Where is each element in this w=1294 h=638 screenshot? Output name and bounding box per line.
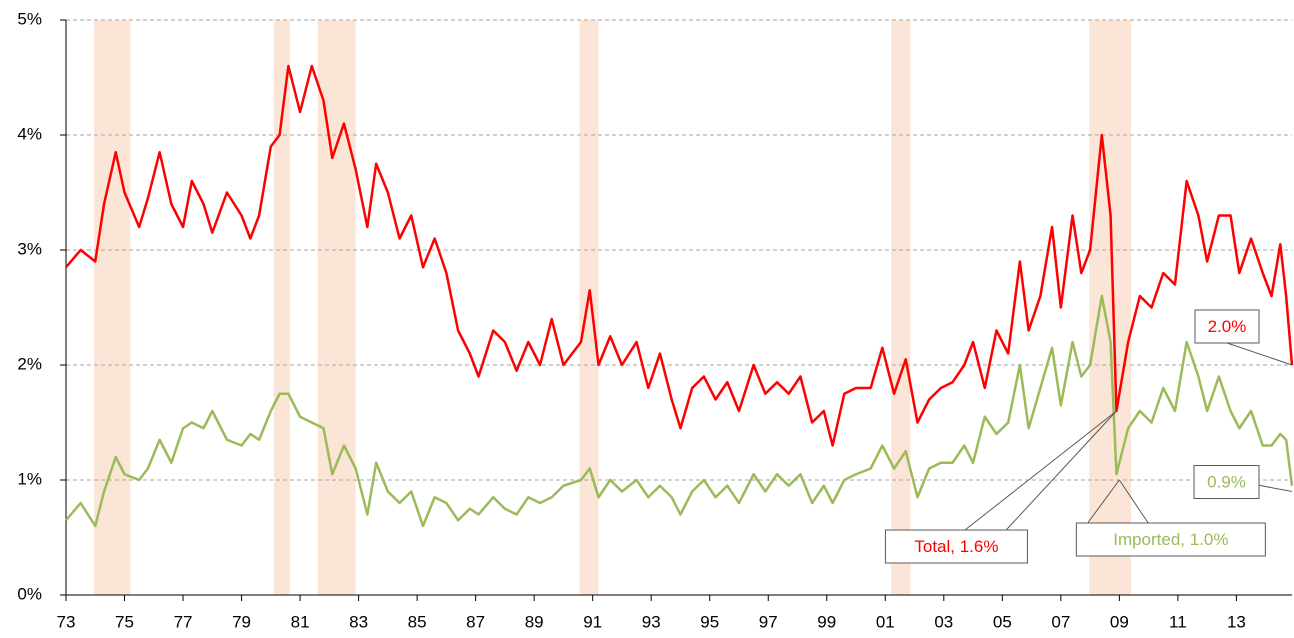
y-tick-label: 2% xyxy=(17,354,42,373)
x-tick-label: 91 xyxy=(583,612,602,631)
x-tick-label: 05 xyxy=(993,612,1012,631)
callout-box xyxy=(884,529,1028,564)
x-tick-label: 09 xyxy=(1110,612,1129,631)
x-tick-label: 01 xyxy=(876,612,895,631)
x-tick-label: 93 xyxy=(642,612,661,631)
callout-leader xyxy=(1118,479,1149,524)
x-tick-label: 13 xyxy=(1227,612,1246,631)
callout-label: Imported, 1.0% xyxy=(1113,530,1228,549)
x-tick-label: 83 xyxy=(349,612,368,631)
callout-label: Total, 1.6% xyxy=(914,537,998,556)
x-tick-label: 77 xyxy=(174,612,193,631)
series-line xyxy=(65,64,1294,447)
shaded-period xyxy=(94,20,131,595)
callout-label: 0.9% xyxy=(1207,472,1246,491)
y-tick-label: 3% xyxy=(17,239,42,258)
x-tick-label: 03 xyxy=(934,612,953,631)
callout-label: 2.0% xyxy=(1208,317,1247,336)
x-tick-label: 85 xyxy=(408,612,427,631)
series-line xyxy=(65,294,1294,528)
x-tick-label: 79 xyxy=(232,612,251,631)
y-tick-label: 5% xyxy=(17,9,42,28)
x-tick-label: 81 xyxy=(291,612,310,631)
x-tick-label: 87 xyxy=(466,612,485,631)
x-tick-label: 97 xyxy=(759,612,778,631)
callout-leader xyxy=(964,410,1117,531)
shaded-period xyxy=(317,20,356,595)
callout-leader xyxy=(1226,342,1293,366)
x-tick-label: 07 xyxy=(1051,612,1070,631)
callout-leader xyxy=(1087,479,1120,524)
callout-leader xyxy=(1005,410,1117,531)
x-tick-label: 95 xyxy=(700,612,719,631)
callout-box xyxy=(1194,309,1260,344)
callout-box xyxy=(1193,465,1260,499)
shaded-period xyxy=(273,20,290,595)
x-tick-label: 73 xyxy=(57,612,76,631)
shaded-period xyxy=(1089,20,1132,595)
y-tick-label: 4% xyxy=(17,124,42,143)
shaded-period xyxy=(579,20,599,595)
callout-box xyxy=(1075,522,1266,557)
y-tick-label: 0% xyxy=(17,584,42,603)
x-tick-label: 75 xyxy=(115,612,134,631)
x-tick-label: 99 xyxy=(817,612,836,631)
x-tick-label: 11 xyxy=(1169,612,1187,631)
callout-leader xyxy=(1258,484,1293,492)
x-tick-label: 89 xyxy=(525,612,544,631)
y-tick-label: 1% xyxy=(17,469,42,488)
shaded-period xyxy=(891,20,911,595)
